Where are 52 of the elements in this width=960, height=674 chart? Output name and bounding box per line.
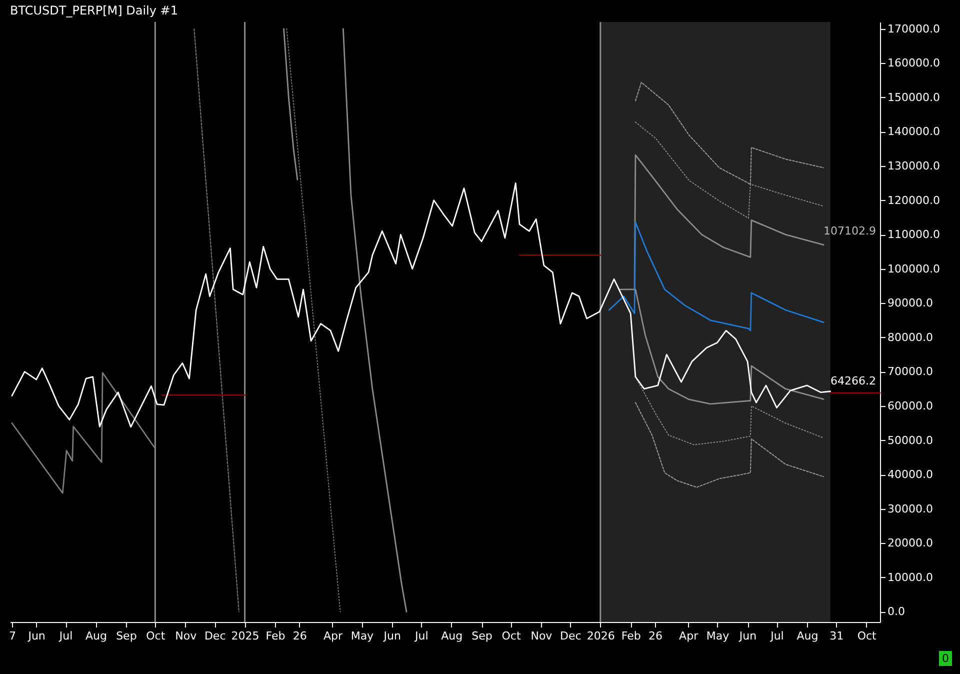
x-tick-label: Aug [796,630,818,642]
y-tick-label: 150000.0 [888,90,940,104]
x-tick-label: Dec [560,630,582,642]
y-tick-label: 80000.0 [888,330,933,344]
x-tick-label: Jun [27,630,46,642]
x-tick-label: 7 [8,630,16,642]
x-tick-label: Jun [382,630,402,642]
x-tick-label: Nov [530,630,553,642]
x-tick-label: Oct [146,630,166,642]
status-badge: 0 [939,651,952,666]
y-tick-label: 40000.0 [888,468,933,482]
x-tick-label: Aug [441,630,463,642]
x-tick-label: Apr [323,630,343,642]
y-tick-label: 120000.0 [888,194,940,207]
x-tick-label: Jul [770,630,784,642]
y-tick-label: 110000.0 [888,228,940,242]
x-tick-label: Aug [85,630,107,642]
y-tick-label: 50000.0 [888,434,933,447]
x-tick-label: 26 [648,630,662,642]
y-tick-label: 20000.0 [888,536,933,550]
chart-title: BTCUSDT_PERP[M] Daily #1 [10,3,178,18]
y-tick-label: 160000.0 [888,56,940,70]
x-tick-label: Apr [679,630,699,642]
y-tick-label: 100000.0 [888,262,940,276]
x-tick-label: Sep [472,630,492,642]
x-tick-label: Nov [175,630,198,642]
x-tick-label: Jul [58,630,73,642]
y-tick-label: 140000.0 [888,125,940,138]
x-tick-label: Jun [738,630,757,642]
x-tick-label: Oct [857,630,878,642]
x-tick-label: May [706,630,730,642]
y-tick-label: 60000.0 [888,400,933,412]
x-tick-label: 31 [830,630,844,642]
x-tick-label: Oct [502,630,522,642]
y-tick-label: 70000.0 [888,365,933,378]
x-tick-label: Dec [204,630,226,642]
y-tick-label: 0.0 [888,605,905,618]
y-tick-label: 90000.0 [888,296,933,310]
x-tick-label: May [350,630,374,642]
y-tick-label: 10000.0 [888,570,933,584]
annotation: 107102.9 [824,224,876,238]
y-tick-label: 30000.0 [888,502,933,516]
x-tick-label: Feb [266,630,286,642]
y-tick-label: 170000.0 [888,22,940,36]
x-tick-label: 2026 [586,630,615,642]
y-tick-label: 130000.0 [888,160,940,172]
x-tick-label: Feb [621,630,641,642]
x-tick-label: 26 [292,630,307,642]
x-tick-label: Sep [116,630,137,642]
annotation: 64266.2 [830,374,876,388]
x-tick-label: 2025 [231,630,260,642]
x-tick-label: Jul [414,630,428,642]
